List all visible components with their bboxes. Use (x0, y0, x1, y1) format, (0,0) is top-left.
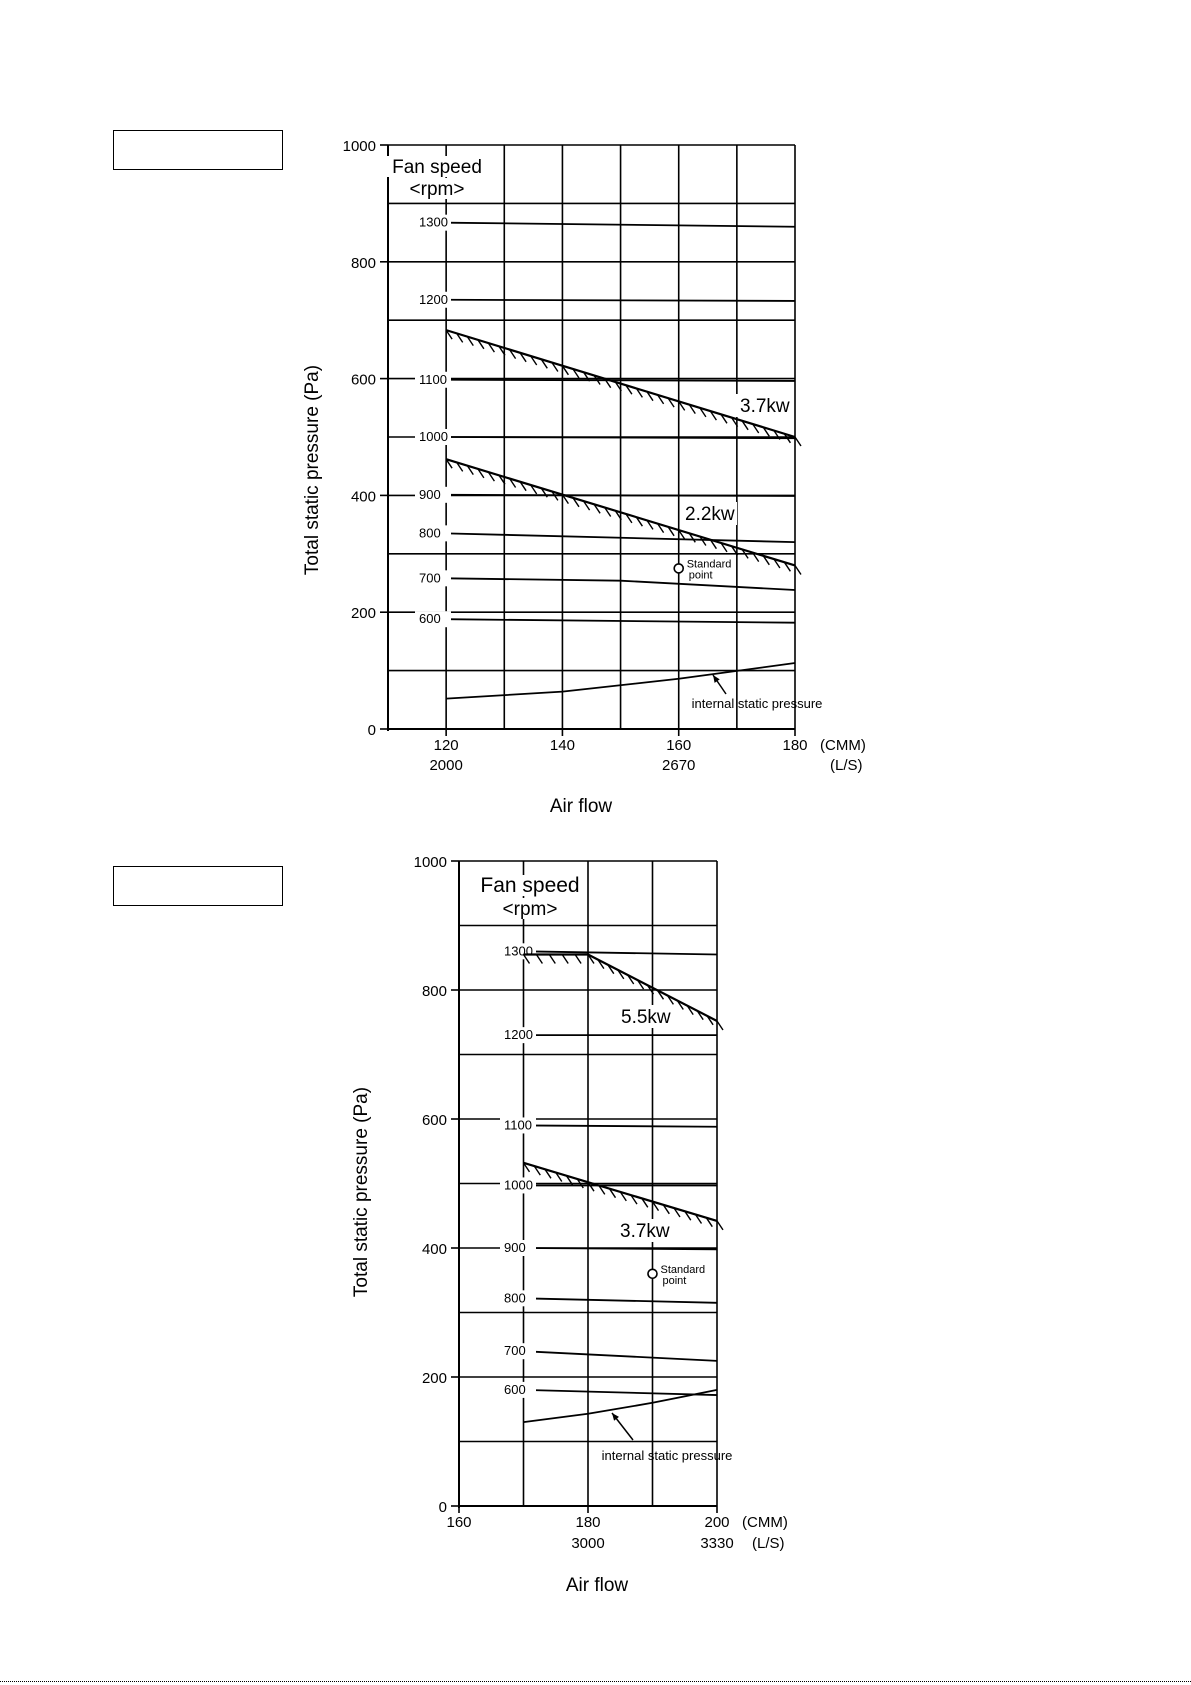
chart1-y-tick-label: 0 (368, 722, 376, 739)
chart1-x-unit-cmm: (CMM) (820, 737, 866, 754)
chart1-series-800-line (446, 532, 796, 544)
chart1-series-900-line (446, 493, 796, 497)
chart1-x-tick-label: 120 (434, 737, 459, 754)
chart1-series-label-bg (415, 570, 451, 587)
chart1-x-tick-label: 180 (782, 737, 807, 754)
chart1-standard-point-label: point (689, 569, 713, 581)
chart1-limit-label-bg (736, 394, 792, 417)
chart1-series-label-800: 800 (419, 525, 441, 540)
chart1-y-tick-label: 200 (351, 605, 376, 622)
chart1-limit-label-bg (681, 502, 737, 525)
chart1-y-tick-label: 400 (351, 488, 376, 505)
chart1-limit-3.7kw-line (445, 329, 796, 439)
chart1-series-1100-line (446, 378, 796, 382)
chart1-legend-title-bg (415, 178, 459, 199)
chart1-series-600-line (446, 618, 796, 624)
chart1-series-label-bg (415, 611, 451, 628)
chart1-series-label-bg (415, 291, 451, 308)
chart1-series-label-1000: 1000 (419, 429, 448, 444)
chart1-legend-title: <rpm> (410, 179, 465, 200)
chart1-series-label-bg (415, 486, 451, 503)
chart1-series-label-1100: 1100 (419, 372, 447, 387)
chart1-x-tick-label: 160 (666, 737, 691, 754)
chart1-limit-2.2kw-line (445, 458, 796, 567)
chart1-internal-pressure-label: internal static pressure (692, 696, 823, 711)
chart1-series-label-600: 600 (419, 611, 441, 626)
chart1-limit-2.2kw-hatching (445, 458, 802, 575)
chart1-y-tick-label: 800 (351, 255, 376, 272)
chart1-y-axis-title: Total static pressure (Pa) (302, 365, 323, 575)
page-bottom-rule (0, 1681, 1191, 1682)
chart1-series-1000-line (446, 436, 796, 440)
chart-2-label-box (113, 866, 283, 906)
chart1-limit-label-3.7kw: 3.7kw (740, 396, 790, 417)
chart1-series-internal-static-pressure-line (446, 662, 796, 700)
chart1-series-label-bg (415, 214, 451, 231)
chart1-series-label-900: 900 (419, 487, 441, 502)
chart1-x-axis-title: Air flow (550, 796, 613, 817)
chart1-legend-title: Fan speed (392, 157, 482, 178)
chart1-series-1200-line (446, 298, 796, 302)
chart1-limit-label-2.2kw: 2.2kw (685, 504, 735, 525)
chart1-y-tick-label: 600 (351, 372, 376, 389)
chart1-limit-3.7kw-hatching (445, 329, 802, 447)
chart1-standard-point-label: Standard (687, 558, 732, 570)
chart1-x-unit-ls: (L/S) (830, 757, 863, 774)
chart1-series-700-line (446, 577, 796, 591)
chart1-x-tick-label: 140 (550, 737, 575, 754)
chart1-series-label-bg (415, 371, 451, 388)
chart1-x-tick-label-ls: 2670 (662, 757, 695, 774)
chart1-series-label-bg (415, 525, 451, 542)
chart1-legend-title-bg (387, 156, 487, 177)
chart1-series-label-700: 700 (419, 570, 441, 585)
chart1-y-tick-label: 1000 (343, 138, 376, 155)
chart1-series-label-1300: 1300 (419, 215, 448, 230)
chart1-standard-point-marker (673, 563, 685, 574)
chart1-series-1300-line (446, 221, 796, 228)
chart1-internal-pressure-arrowhead (713, 675, 720, 683)
chart-1-label-box (113, 130, 283, 170)
chart1-series-label-bg (415, 429, 451, 445)
chart1-x-tick-label-ls: 2000 (429, 757, 462, 774)
chart1-series-label-1200: 1200 (419, 292, 448, 307)
